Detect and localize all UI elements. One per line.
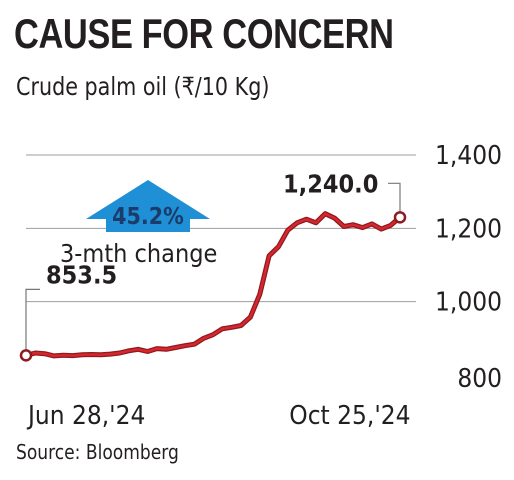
y-tick-label: 1,400 (435, 141, 502, 171)
gridlines (26, 154, 416, 303)
series-line (24, 212, 402, 358)
x-tick-label: Oct 25,'24 (289, 401, 410, 431)
change-arrow-icon (86, 180, 210, 232)
chart-title: CAUSE FOR CONCERN (14, 10, 394, 57)
annotations: 853.5 1,240.0 45.2% 3-mth change (25, 169, 401, 350)
start-value-label: 853.5 (46, 260, 117, 289)
y-tick-label: 1,200 (435, 214, 502, 244)
change-label: 3-mth change (60, 239, 217, 268)
chart-subtitle: Crude palm oil (₹/10 Kg) (16, 72, 270, 101)
x-axis-ticks: Jun 28,'24 Oct 25,'24 (26, 401, 411, 431)
change-percent: 45.2% (112, 204, 184, 230)
y-tick-label: 800 (457, 364, 502, 394)
y-axis-ticks: 800 1,000 1,200 1,400 (435, 141, 502, 394)
start-point (19, 349, 33, 362)
peak-value-label: 1,240.0 (283, 169, 378, 198)
y-tick-label: 1,000 (435, 288, 502, 318)
x-tick-label: Jun 28,'24 (26, 401, 145, 431)
peak-leader (388, 182, 401, 212)
end-point (393, 211, 407, 224)
start-leader (25, 288, 40, 350)
price-series (19, 211, 407, 362)
source-note: Source: Bloomberg (16, 440, 179, 464)
